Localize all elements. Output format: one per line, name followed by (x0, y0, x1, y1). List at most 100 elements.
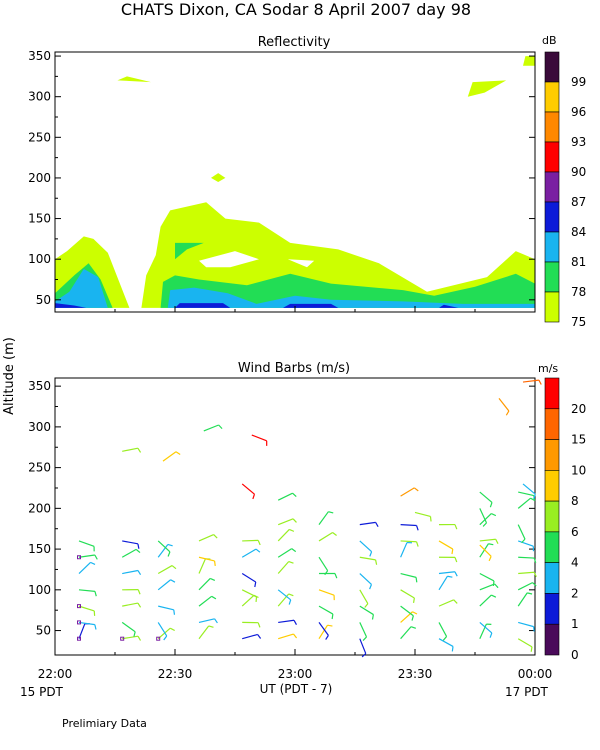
reflectivity-panel: 350 300 250 200 150 100 50 99 96 93 90 87 84 81 78 75 (28, 49, 586, 329)
wind-barb-flag (369, 551, 373, 557)
wind-barb-flag (171, 565, 177, 570)
calm-marker (77, 555, 81, 560)
wind-barb (78, 561, 91, 574)
wind-barb (479, 538, 496, 542)
wind-barb (242, 633, 258, 640)
x-tick-label: 22:30 (158, 667, 193, 681)
wind-barb (479, 583, 495, 591)
reflectivity-84-region-0 (55, 303, 87, 308)
wind-barb-flag (292, 518, 297, 523)
calm-marker (120, 636, 125, 641)
wind-barb-flag (137, 447, 142, 453)
wind-barb-flag (530, 646, 533, 652)
reflectivity-ytick-label: 250 (28, 130, 51, 144)
wind-barb (198, 625, 210, 640)
reflectivity-ytick-label: 50 (36, 293, 51, 307)
x-tick-label: 00:00 (518, 667, 553, 681)
windbarbs-colorbar-swatch-2 (544, 439, 560, 471)
reflectivity-colorbar-label: 84 (571, 225, 586, 239)
wind-barb (479, 513, 492, 526)
windbarbs-ytick-label: 250 (28, 461, 51, 475)
wind-barb (517, 638, 533, 648)
wind-barb (438, 575, 448, 591)
wind-barb (479, 491, 493, 503)
wind-barb-flag (361, 653, 367, 658)
wind-barb-flag (163, 635, 168, 641)
wind-barb (162, 451, 177, 462)
wind-barb (78, 540, 95, 547)
wind-barb-flag (257, 540, 261, 546)
calm-marker (77, 620, 81, 625)
wind-barb-flag (137, 635, 142, 641)
windbarbs-colorbar-swatch-1 (544, 408, 560, 440)
wind-barb-flag (90, 561, 96, 566)
wind-barb-flag (364, 603, 369, 608)
windbarbs-colorbar-swatch-0 (544, 377, 560, 410)
windbarbs-colorbar-swatch-8 (544, 623, 560, 656)
wind-barb-flag (94, 624, 97, 630)
reflectivity-colorbar-label: 87 (571, 195, 586, 209)
wind-barb (278, 633, 294, 640)
wind-barb (277, 589, 292, 601)
wind-barb-flag (492, 580, 495, 586)
wind-barb (517, 524, 526, 540)
wind-barb (198, 556, 215, 562)
reflectivity-75-region-2 (117, 76, 151, 83)
reflectivity-colorbar-label: 90 (571, 165, 586, 179)
wind-barb-flag (532, 582, 537, 587)
reflectivity-ytick-label: 150 (28, 212, 51, 226)
windbarbs-colorbar-label: 15 (571, 433, 586, 447)
wind-barb-flag (527, 592, 533, 595)
wind-barb-flag (288, 560, 294, 564)
reflectivity-75-region-1 (141, 202, 535, 308)
wind-barb-flag (257, 634, 262, 639)
wind-barb (198, 595, 213, 607)
wind-barb (241, 594, 255, 607)
wind-barb-flag (255, 548, 261, 553)
reflectivity-colorbar-label: 81 (571, 255, 586, 269)
wind-barb (438, 622, 448, 637)
wind-barb (157, 627, 171, 640)
page-title: CHATS Dixon, CA Sodar 8 April 2007 day 9… (121, 0, 471, 19)
windbarbs-colorbar-swatch-5 (544, 531, 560, 563)
wind-barb-flag (94, 554, 98, 560)
wind-barb (198, 578, 211, 591)
wind-barb-flag (213, 534, 218, 539)
wind-barb (203, 424, 219, 432)
calm-marker (77, 604, 81, 609)
wind-barb (78, 621, 95, 626)
wind-barb (318, 589, 335, 596)
wind-barb-flag (289, 528, 295, 532)
wind-barb-flag (411, 615, 414, 621)
windbarbs-colorbar-label: 1 (571, 617, 579, 631)
windbarbs-colorbar-swatch-7 (544, 593, 560, 625)
wind-barb (479, 544, 492, 557)
windbarbs-ytick-label: 100 (28, 583, 51, 597)
wind-barb (318, 624, 329, 640)
wind-barb-flag (325, 635, 329, 640)
wind-barb-flag (412, 611, 418, 615)
wind-barb (359, 605, 374, 616)
windbarbs-title: Wind Barbs (m/s) (238, 361, 350, 376)
wind-barb-flag (167, 551, 171, 557)
wind-barb (479, 508, 488, 524)
wind-barb (318, 605, 334, 615)
wind-barb-flag (288, 599, 292, 605)
wind-barb (157, 579, 171, 591)
reflectivity-75-region-4 (467, 80, 507, 97)
reflectivity-colorbar-swatch-5 (544, 201, 560, 233)
windbarbs-colorbar-label: 2 (571, 586, 579, 600)
x-tick-label: 23:00 (278, 667, 313, 681)
x-date-right: 17 PDT (505, 685, 549, 699)
wind-barb (359, 556, 376, 561)
wind-barb-flag (451, 646, 454, 652)
wind-barb-flag (375, 522, 379, 528)
wind-barb (278, 619, 295, 624)
wind-barb-flag (491, 594, 497, 598)
reflectivity-colorbar-swatch-7 (544, 261, 560, 293)
wind-barb-flag (214, 618, 218, 624)
wind-barb-flag (293, 633, 298, 639)
windbarbs-colorbar-label: 4 (571, 556, 579, 570)
